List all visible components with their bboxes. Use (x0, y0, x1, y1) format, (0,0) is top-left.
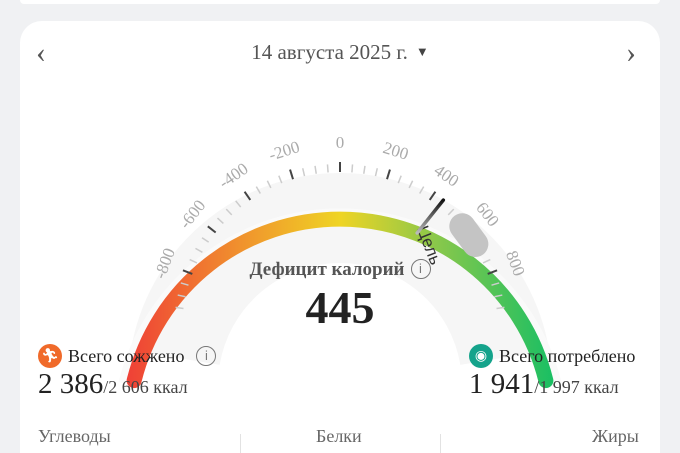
macro-protein[interactable]: Белки (316, 426, 362, 446)
gauge-tick (180, 282, 189, 286)
gauge-tick (255, 186, 261, 194)
burned-label: Всего сожжено (68, 345, 185, 366)
gauge-tick (482, 258, 491, 264)
gauge-tick (177, 294, 186, 298)
burned-stat: 🏃︎ Всего сожжено i 2 386/2 606 ккал (38, 344, 217, 401)
deficit-value: 445 (305, 282, 375, 333)
burned-value: 2 386 (38, 368, 104, 400)
gauge-tick (175, 306, 184, 310)
gauge-tick (235, 200, 242, 208)
consumed-value: 1 941 (469, 368, 535, 400)
deficit-title: Дефицит калорий i (0, 259, 680, 281)
deficit-label: Дефицит калорий (249, 259, 405, 280)
macro-carbs[interactable]: Углеводы (38, 426, 111, 446)
consumed-label: Всего потреблено (499, 345, 636, 366)
gauge-tick-label: 400 (431, 161, 463, 191)
gauge-tick (201, 237, 210, 243)
gauge-tick (225, 208, 233, 216)
gauge-tick-label: 200 (381, 138, 411, 164)
gauge-tick-label: -400 (215, 159, 251, 192)
info-icon[interactable]: i (410, 259, 431, 279)
divider (440, 434, 441, 453)
gauge-tick (189, 258, 198, 264)
gauge-tick (408, 180, 414, 189)
consumed-total: /1 997 ккал (534, 377, 619, 397)
gauge-tick (207, 225, 217, 234)
gauge-tick (351, 164, 354, 173)
goal-marker[interactable] (444, 208, 493, 262)
gauge-tick (326, 164, 329, 173)
gauge-tick-label: 0 (336, 133, 345, 152)
gauge-tick (397, 175, 402, 184)
chevron-left-icon[interactable]: ‹ (36, 36, 46, 69)
consumed-stat: ◉ Всего потреблено 1 941/1 997 ккал (469, 344, 635, 401)
food-bowl-icon: ◉ (469, 344, 493, 368)
gauge-tick (487, 269, 498, 275)
gauge-tick (491, 282, 500, 286)
gauge-tick (419, 186, 425, 194)
gauge-tick-label: -200 (267, 137, 302, 164)
gauge-tick (266, 180, 272, 189)
gauge-tick (314, 165, 317, 174)
gauge-tick (216, 217, 224, 224)
gauge-needle (415, 198, 446, 235)
gauge-tick (195, 247, 203, 253)
triangle-down-icon: ▼ (415, 44, 429, 59)
burned-total: /2 606 ккал (103, 377, 188, 397)
date-selector[interactable]: 14 августа 2025 г. ▼ (0, 40, 680, 65)
gauge-tick (289, 169, 294, 180)
gauge-tick (494, 294, 503, 298)
running-icon: 🏃︎ (38, 344, 62, 368)
gauge-tick (182, 269, 193, 275)
gauge-tick (386, 169, 391, 180)
info-icon[interactable]: i (196, 346, 217, 366)
gauge-tick (363, 165, 366, 174)
gauge-tick (243, 191, 252, 201)
macro-fat[interactable]: Жиры (592, 426, 639, 446)
gauge-tick (428, 191, 437, 201)
divider (240, 434, 241, 453)
chevron-right-icon[interactable]: › (626, 36, 636, 69)
gauge-tick (374, 168, 379, 177)
gauge-tick (278, 175, 283, 184)
gauge-arc (126, 211, 554, 389)
previous-card (20, 0, 660, 4)
gauge-tick (496, 306, 505, 310)
gauge-tick (447, 208, 455, 216)
gauge-tick (301, 168, 306, 177)
date-label: 14 августа 2025 г. (251, 40, 408, 64)
